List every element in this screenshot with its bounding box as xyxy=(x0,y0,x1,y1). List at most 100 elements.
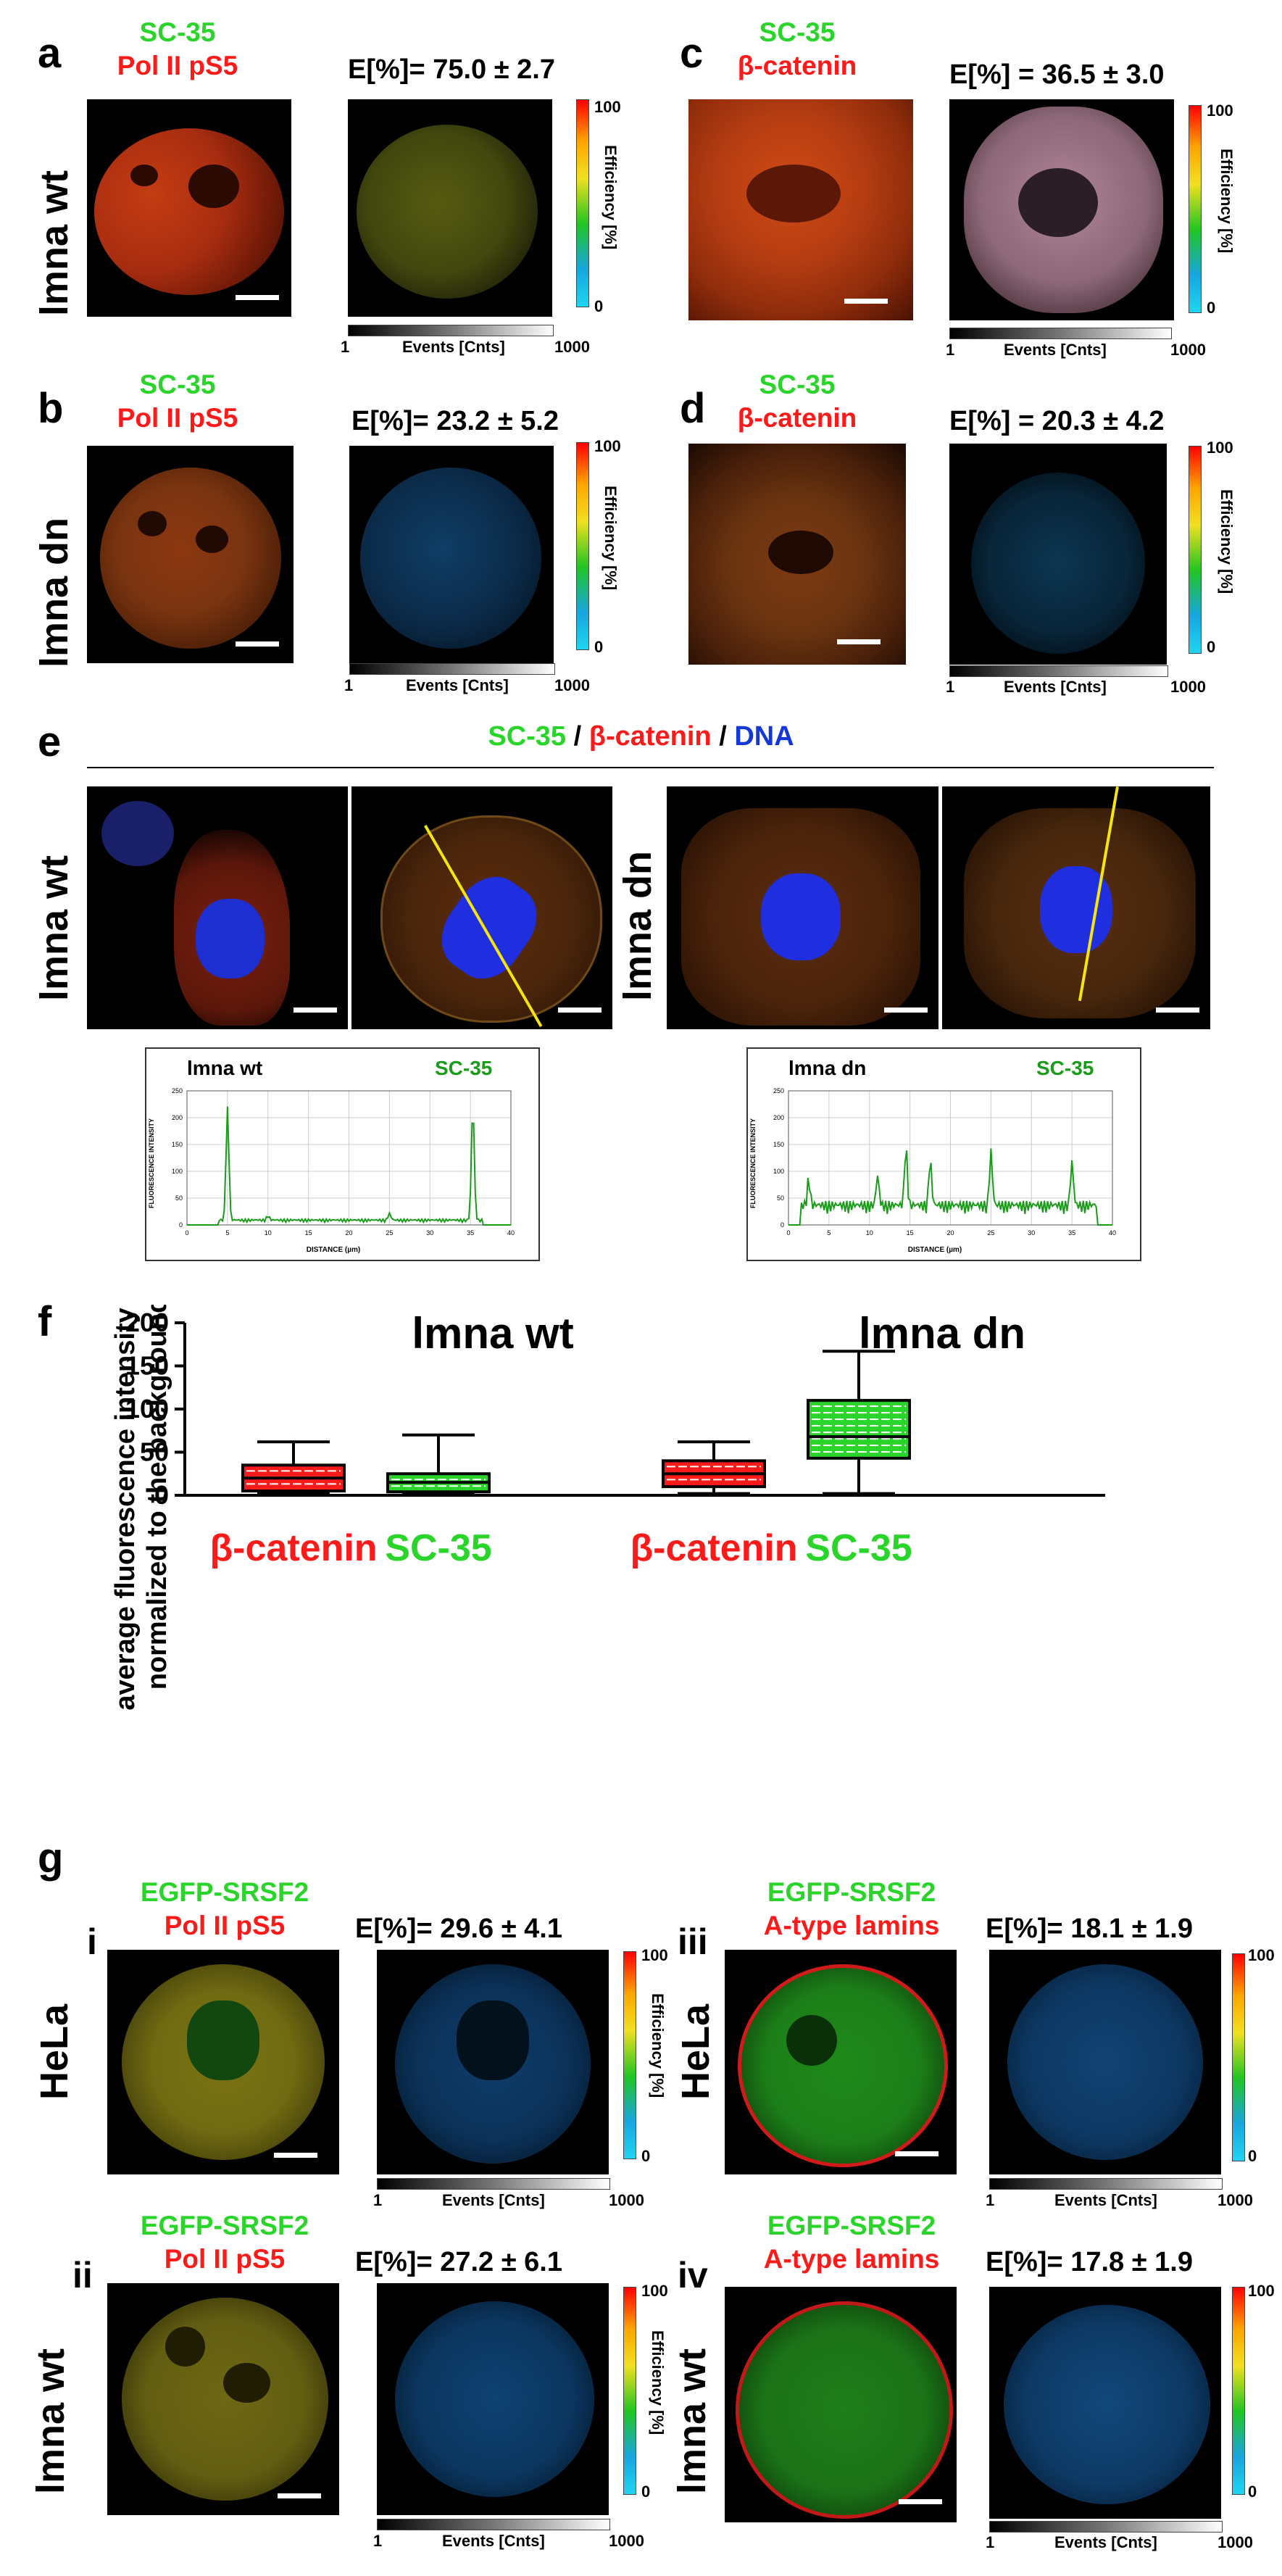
efficiency-giii: E[%]= 18.1 ± 1.9 xyxy=(986,1914,1193,1944)
colorbar-bottom: 0 xyxy=(1207,299,1216,317)
events-left: 1 xyxy=(344,676,354,694)
pol-label: Pol II pS5 xyxy=(117,51,238,80)
colorbar-bottom: 0 xyxy=(594,297,604,315)
category-label: β-catenin xyxy=(630,1527,797,1569)
events-right: 1000 xyxy=(554,676,590,694)
x-tick-label: 15 xyxy=(305,1229,312,1237)
profile-title: lmna dn xyxy=(788,1057,866,1079)
y-tick-label: 100 xyxy=(773,1168,784,1175)
y-tick-label: 150 xyxy=(172,1141,183,1148)
sc35-label: SC-35 xyxy=(139,17,216,47)
panel-gi-title: EGFP-SRSF2 Pol II pS5 xyxy=(109,1876,341,1943)
x-tick-label: 5 xyxy=(827,1229,831,1237)
row-label-lmna-wt: lmna wt xyxy=(29,2348,72,2494)
x-tick-label: 5 xyxy=(225,1229,229,1237)
x-tick-label: 35 xyxy=(467,1229,474,1237)
box-2 xyxy=(386,1433,491,1495)
profile-xlabel: DISTANCE (µm) xyxy=(908,1246,962,1254)
efficiency-colorbar-gi xyxy=(623,1951,636,2159)
events-bar-gii xyxy=(377,2519,610,2530)
micrograph-gii-merge xyxy=(107,2283,339,2515)
x-tick-label: 40 xyxy=(1109,1229,1116,1237)
colorbar-top: 100 xyxy=(1248,2282,1275,2300)
colorbar-label: Efficiency [%] xyxy=(1218,489,1236,594)
sc35-label: SC-35 xyxy=(139,370,216,399)
efficiency-c: E[%] = 36.5 ± 3.0 xyxy=(949,59,1165,90)
panel-label-a: a xyxy=(38,30,62,77)
sc35-label: SC-35 xyxy=(759,370,836,399)
events-label: Events [Cnts] xyxy=(442,2532,545,2550)
scale-bar xyxy=(278,2493,321,2498)
efficiency-colorbar-b xyxy=(576,442,589,650)
egfp-label: EGFP-SRSF2 xyxy=(767,1877,936,1907)
profile-line xyxy=(187,1106,511,1226)
x-tick-label: 30 xyxy=(1028,1229,1035,1237)
micrograph-c-fret xyxy=(949,99,1174,320)
lamins-label: A-type lamins xyxy=(763,2244,940,2274)
micrograph-gi-merge xyxy=(107,1950,339,2174)
plot-frame xyxy=(788,1090,1113,1226)
y-tick-label: 100 xyxy=(125,1394,169,1424)
colorbar-label: Efficiency [%] xyxy=(649,1993,667,2098)
row-label-lmna-wt: lmna wt xyxy=(33,855,76,1001)
scale-bar xyxy=(294,1007,337,1013)
colorbar-bottom: 0 xyxy=(594,638,604,656)
scale-bar xyxy=(1156,1007,1199,1013)
micrograph-c-merge xyxy=(688,99,913,320)
events-right: 1000 xyxy=(609,2191,644,2209)
profile-marker: SC-35 xyxy=(1036,1057,1094,1079)
pol-label: Pol II pS5 xyxy=(164,2244,286,2274)
events-right: 1000 xyxy=(1170,678,1206,696)
efficiency-d: E[%] = 20.3 ± 4.2 xyxy=(949,406,1165,436)
y-tick-label: 50 xyxy=(140,1437,169,1467)
egfp-label: EGFP-SRSF2 xyxy=(140,2211,309,2240)
scale-bar xyxy=(274,2153,317,2158)
efficiency-colorbar-c xyxy=(1189,105,1202,313)
events-bar-c xyxy=(949,328,1172,339)
x-tick-label: 0 xyxy=(185,1229,188,1237)
scale-bar xyxy=(895,2151,938,2156)
sc35-label: SC-35 xyxy=(759,17,836,47)
micrograph-d-fret xyxy=(949,444,1167,665)
scale-bar xyxy=(236,641,279,647)
plot-frame xyxy=(186,1090,512,1226)
profile-ylabel: FLUORESCENCE INTENSITY xyxy=(148,1118,155,1208)
events-left: 1 xyxy=(946,678,955,696)
row-label-hela: HeLa xyxy=(33,2003,76,2101)
y-tick-label: 200 xyxy=(125,1308,169,1337)
y-axis-label: average fluorescence intensitynormalized… xyxy=(110,1305,172,1711)
colorbar-label: Efficiency [%] xyxy=(602,486,620,591)
panel-label-e: e xyxy=(38,718,62,765)
colorbar-bottom: 0 xyxy=(641,2482,651,2501)
x-tick-label: 30 xyxy=(426,1229,433,1237)
efficiency-colorbar-giii xyxy=(1232,1953,1245,2161)
colorbar-label: Efficiency [%] xyxy=(649,2330,667,2435)
colorbar-top: 100 xyxy=(1248,1946,1275,1964)
label-i: i xyxy=(87,1921,97,1962)
profile-marker: SC-35 xyxy=(435,1057,492,1079)
micrograph-e-wt-1 xyxy=(87,786,348,1029)
beta-catenin-label: β-catenin xyxy=(737,403,857,433)
events-bar-d xyxy=(949,665,1168,677)
box-plot-f: lmna wt lmna dn average fluorescence int… xyxy=(110,1305,1105,1711)
y-tick-label: 200 xyxy=(172,1114,183,1121)
x-tick-label: 10 xyxy=(265,1229,272,1237)
events-left: 1 xyxy=(986,2533,995,2551)
events-bar-a xyxy=(348,325,554,336)
profile-plot-lmna-dn: lmna dn SC-35 0 5 10 15 20 25 30 35 40 0 50 100 150 2… xyxy=(746,1047,1141,1261)
events-label: Events [Cnts] xyxy=(1054,2191,1157,2209)
scale-bar xyxy=(844,299,888,304)
colorbar-top: 100 xyxy=(1207,101,1233,120)
micrograph-gii-fret xyxy=(377,2283,609,2515)
efficiency-colorbar-d xyxy=(1189,446,1202,654)
micrograph-b-fret xyxy=(349,446,554,663)
separator: / xyxy=(566,721,589,752)
events-label: Events [Cnts] xyxy=(406,676,509,694)
micrograph-e-wt-2 xyxy=(351,786,612,1029)
panel-c-title: SC-35 β-catenin xyxy=(710,16,884,83)
profile-xlabel: DISTANCE (µm) xyxy=(307,1246,360,1254)
micrograph-a-fret xyxy=(348,99,552,317)
scale-bar xyxy=(236,295,279,300)
label-ii: ii xyxy=(72,2255,93,2295)
y-tick-label: 150 xyxy=(125,1351,169,1381)
